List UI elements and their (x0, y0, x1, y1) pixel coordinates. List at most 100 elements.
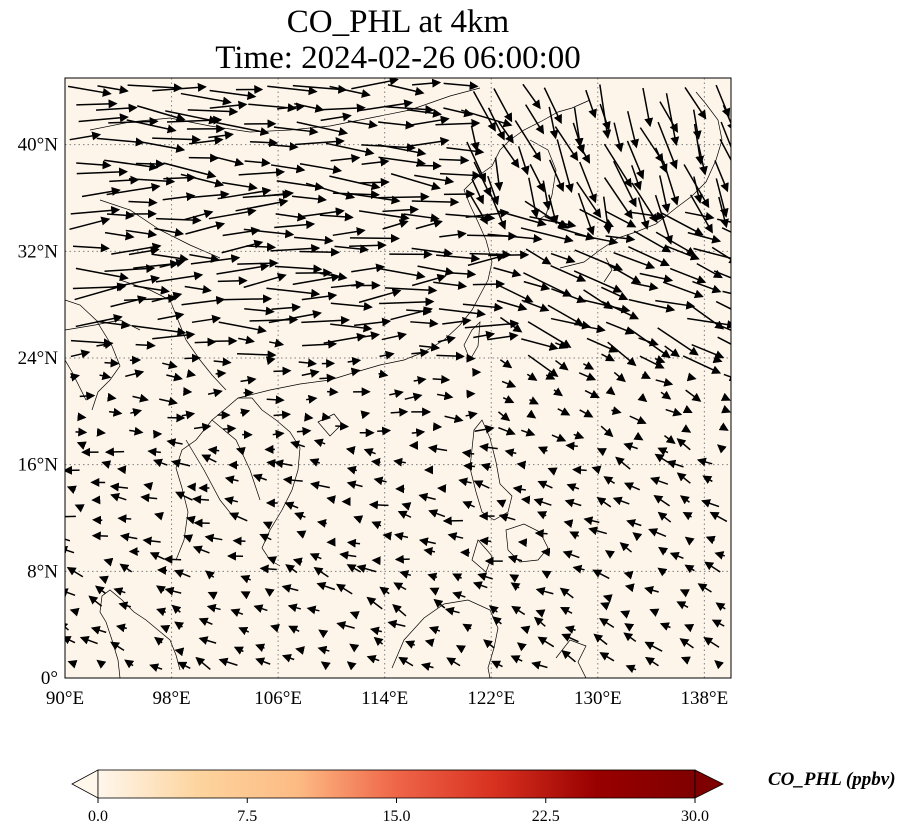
wind-arrow (79, 391, 96, 401)
wind-arrow (574, 233, 619, 246)
wind-arrow (252, 473, 267, 483)
wind-arrow (110, 641, 125, 651)
wind-arrow (466, 141, 487, 183)
wind-arrow (270, 164, 306, 174)
wind-arrow (298, 358, 318, 368)
wind-arrow (528, 396, 539, 405)
wind-arrow (353, 515, 364, 524)
wind-arrow (304, 412, 314, 422)
wind-arrow (75, 267, 129, 282)
wind-arrow (458, 477, 472, 487)
lon-tick-label: 122°E (467, 688, 515, 709)
wind-arrow (109, 175, 140, 185)
wind-arrow (411, 348, 430, 358)
wind-arrow (369, 626, 382, 636)
wind-arrow (502, 395, 515, 404)
wind-arrow (401, 502, 412, 511)
wind-arrow (455, 645, 466, 654)
wind-arrow (244, 306, 275, 316)
wind-arrow (615, 456, 631, 470)
colorbar-label: CO_PHL (ppbv) (768, 769, 896, 790)
wind-arrow (554, 126, 579, 162)
wind-arrow (128, 197, 158, 207)
wind-arrow (627, 326, 671, 359)
wind-arrow (655, 231, 696, 256)
coastline-segment (237, 99, 591, 399)
wind-arrow (602, 196, 613, 235)
wind-arrow (240, 591, 251, 600)
wind-arrow (171, 459, 191, 468)
coastline-segment (559, 91, 723, 269)
wind-arrow (128, 176, 176, 186)
wind-arrow (206, 603, 221, 613)
wind-arrow (701, 499, 720, 508)
wind-arrow (302, 339, 338, 349)
wind-arrow (572, 564, 585, 574)
lon-tick-label: 106°E (254, 688, 302, 709)
wind-arrow (676, 601, 689, 610)
wind-arrow (201, 454, 217, 463)
wind-arrow (577, 192, 595, 236)
wind-arrow (657, 567, 668, 577)
wind-arrow (709, 511, 728, 523)
wind-arrow (104, 447, 125, 457)
wind-arrow (649, 608, 660, 617)
wind-arrow (109, 482, 129, 492)
wind-arrow (152, 134, 202, 144)
wind-arrow (155, 585, 166, 595)
wind-arrow (198, 617, 213, 627)
wind-arrow (218, 321, 267, 335)
wind-arrow (66, 566, 84, 578)
wind-arrow (235, 198, 289, 212)
wind-arrow (107, 392, 117, 402)
wind-arrow (274, 264, 323, 274)
wind-arrow (243, 272, 287, 289)
lon-tick-label: 130°E (574, 688, 622, 709)
wind-arrow (537, 446, 548, 455)
wind-arrow (633, 431, 644, 441)
wind-arrow (274, 220, 316, 230)
wind-arrow (517, 146, 530, 176)
wind-arrow (626, 519, 642, 528)
wind-arrow (559, 587, 574, 599)
lat-tick-label: 40°N (18, 135, 59, 156)
wind-arrow (189, 253, 220, 263)
wind-arrow (106, 210, 135, 220)
wind-arrow (498, 426, 516, 436)
wind-arrow (588, 526, 607, 536)
wind-arrow (96, 340, 114, 349)
wind-arrow (244, 158, 271, 167)
wind-arrow (152, 458, 168, 468)
wind-arrow (97, 85, 129, 95)
wind-arrow (329, 175, 381, 191)
wind-arrow (267, 85, 318, 96)
wind-arrow (160, 625, 171, 634)
wind-arrow (462, 302, 504, 312)
wind-arrow (653, 494, 671, 507)
wind-arrow (676, 472, 691, 484)
wind-arrow (373, 476, 387, 486)
wind-arrow (205, 570, 215, 580)
wind-arrow (514, 120, 542, 162)
wind-arrow (216, 121, 270, 136)
wind-arrow (564, 625, 576, 634)
wind-arrow (70, 205, 121, 215)
wind-arrow (436, 253, 481, 263)
wind-arrow (566, 483, 580, 492)
wind-arrow (663, 435, 676, 445)
wind-arrow (579, 409, 594, 418)
wind-arrow (350, 367, 361, 377)
wind-arrow (353, 317, 392, 327)
wind-arrow (149, 663, 163, 672)
wind-arrow (664, 345, 680, 358)
wind-arrow (565, 441, 578, 451)
wind-arrow (259, 564, 277, 574)
wind-arrow (330, 153, 361, 163)
wind-arrow (644, 641, 663, 652)
wind-arrow (427, 444, 448, 454)
wind-arrow (69, 607, 80, 617)
wind-arrow (381, 331, 408, 341)
wind-arrow (398, 656, 414, 667)
wind-arrow (363, 448, 376, 457)
wind-arrow (399, 570, 412, 579)
